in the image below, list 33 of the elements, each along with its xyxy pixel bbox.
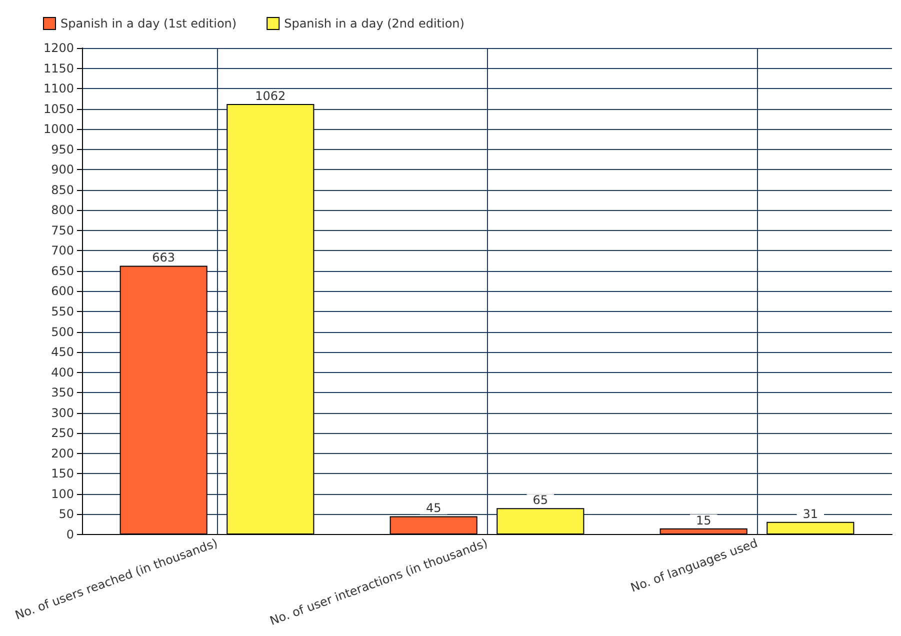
y-tick-label: 400 [51,365,74,380]
y-tick-label: 650 [51,264,74,278]
y-tick-label: 350 [51,386,74,400]
y-tick-label: 550 [51,304,74,319]
y-tick-label: 1150 [43,61,74,76]
y-tick-label: 900 [51,162,74,177]
y-tick-label: 500 [51,324,74,339]
y-tick-label: 600 [51,284,74,298]
y-tick-label: 1000 [43,122,74,136]
y-tick-label: 750 [51,223,74,238]
data-label: 15 [696,513,712,528]
legend-label: Spanish in a day (2nd edition) [284,16,464,30]
data-label: 663 [152,250,176,265]
y-tick-label: 1200 [43,41,74,55]
y-tick-label: 850 [51,182,74,197]
legend-label: Spanish in a day (1st edition) [60,16,237,30]
y-tick-label: 1050 [43,102,74,116]
y-tick-label: 150 [51,466,74,481]
y-tick-label: 950 [51,142,74,156]
y-tick-label: 50 [58,507,74,522]
y-tick-label: 100 [51,486,74,501]
y-tick-label: 700 [51,244,74,258]
data-label: 45 [426,501,442,516]
data-label: 1062 [255,88,286,103]
data-label: 65 [532,493,548,508]
y-tick-label: 300 [51,406,74,420]
y-tick-label: 1100 [43,82,74,96]
data-label: 31 [802,506,818,521]
y-tick-label: 0 [66,527,74,542]
y-tick-label: 450 [51,345,74,360]
y-tick-label: 800 [51,203,74,218]
y-tick-label: 200 [51,446,74,460]
y-tick-label: 250 [51,426,74,440]
